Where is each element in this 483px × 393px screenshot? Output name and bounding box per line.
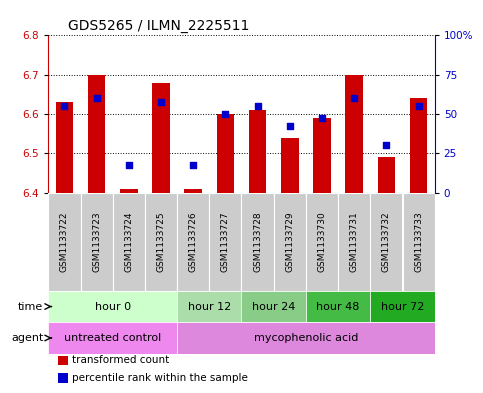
Bar [216, 114, 234, 193]
Bar [306, 193, 338, 291]
Text: GSM1133723: GSM1133723 [92, 211, 101, 272]
Bar [306, 291, 370, 322]
Text: GSM1133724: GSM1133724 [124, 211, 133, 272]
Text: GSM1133730: GSM1133730 [317, 211, 327, 272]
Text: GSM1133729: GSM1133729 [285, 211, 294, 272]
Bar [88, 75, 105, 193]
Bar [177, 193, 209, 291]
Point [415, 103, 423, 109]
Bar [242, 291, 306, 322]
Text: transformed count: transformed count [72, 355, 170, 365]
Text: GSM1133733: GSM1133733 [414, 211, 423, 272]
Text: GSM1133722: GSM1133722 [60, 211, 69, 272]
Bar [274, 193, 306, 291]
Point [60, 103, 68, 109]
Point [383, 142, 390, 149]
Bar [120, 189, 138, 193]
Text: hour 12: hour 12 [188, 301, 231, 312]
Bar [48, 322, 177, 354]
Bar [313, 118, 331, 193]
Bar [185, 189, 202, 193]
Text: hour 24: hour 24 [252, 301, 296, 312]
Bar [378, 157, 395, 193]
Bar [177, 291, 242, 322]
Bar [338, 193, 370, 291]
Text: mycophenolic acid: mycophenolic acid [254, 333, 358, 343]
Text: GSM1133725: GSM1133725 [156, 211, 166, 272]
Bar [249, 110, 267, 193]
Text: GSM1133731: GSM1133731 [350, 211, 359, 272]
Bar [242, 193, 274, 291]
Point [318, 115, 326, 121]
Text: GSM1133727: GSM1133727 [221, 211, 230, 272]
Bar [209, 193, 242, 291]
Point [254, 103, 261, 109]
Bar [48, 291, 177, 322]
Point [222, 111, 229, 117]
Text: time: time [18, 301, 43, 312]
Text: GSM1133726: GSM1133726 [189, 211, 198, 272]
Text: GSM1133728: GSM1133728 [253, 211, 262, 272]
Bar [48, 193, 81, 291]
Point [125, 162, 133, 168]
Text: hour 48: hour 48 [316, 301, 360, 312]
Bar [370, 193, 402, 291]
Bar [145, 193, 177, 291]
Bar [410, 98, 427, 193]
Bar [281, 138, 298, 193]
Text: hour 72: hour 72 [381, 301, 424, 312]
Text: GSM1133732: GSM1133732 [382, 211, 391, 272]
Bar [345, 75, 363, 193]
Point [189, 162, 197, 168]
Point [93, 95, 100, 101]
Text: hour 0: hour 0 [95, 301, 131, 312]
Bar [81, 193, 113, 291]
Point [157, 99, 165, 105]
Bar [402, 193, 435, 291]
Text: percentile rank within the sample: percentile rank within the sample [72, 373, 248, 383]
Point [350, 95, 358, 101]
Bar [177, 322, 435, 354]
Text: agent: agent [11, 333, 43, 343]
Bar [56, 102, 73, 193]
Bar [113, 193, 145, 291]
Text: untreated control: untreated control [64, 333, 161, 343]
Bar [152, 83, 170, 193]
Text: GDS5265 / ILMN_2225511: GDS5265 / ILMN_2225511 [68, 19, 249, 33]
Bar [370, 291, 435, 322]
Point [286, 123, 294, 129]
